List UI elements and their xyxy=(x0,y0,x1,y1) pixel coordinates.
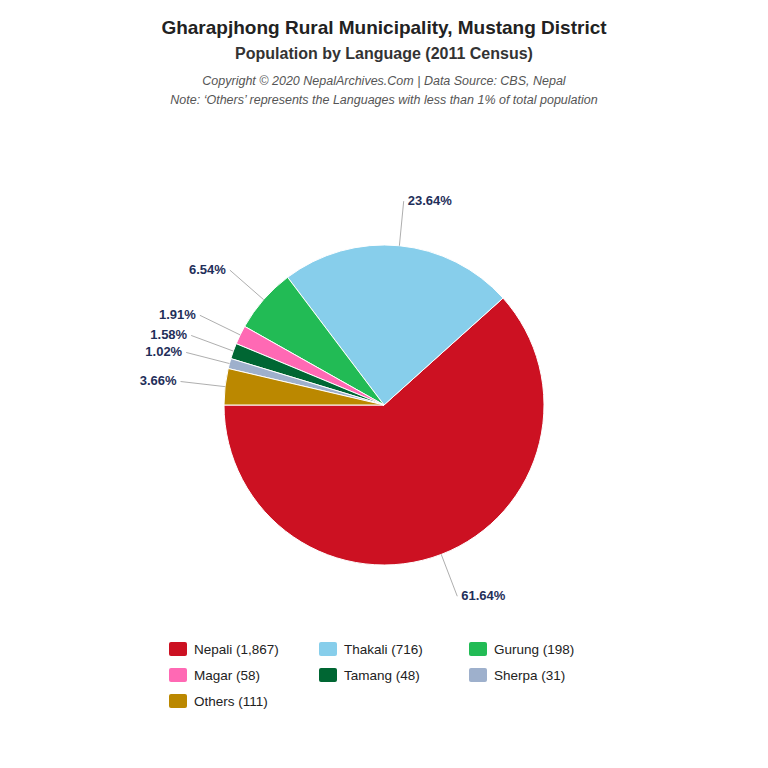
leader-line xyxy=(186,352,229,363)
leader-line xyxy=(200,315,240,335)
legend-label: Magar (58) xyxy=(194,668,260,683)
leader-line xyxy=(230,270,264,300)
pie-slice xyxy=(224,369,384,405)
leader-line xyxy=(181,382,226,387)
legend-label: Thakali (716) xyxy=(344,642,423,657)
subtitle: Population by Language (2011 Census) xyxy=(235,45,533,62)
data-label: 6.54% xyxy=(189,262,226,277)
data-label: 23.64% xyxy=(408,193,453,208)
legend-label: Gurung (198) xyxy=(494,642,574,657)
legend-swatch xyxy=(169,668,187,682)
annotation: Note: ‘Others’ represents the Languages … xyxy=(170,93,597,107)
data-label: 61.64% xyxy=(461,588,506,603)
chart: Gharapjhong Rural Municipality, Mustang … xyxy=(0,0,768,768)
legend-swatch xyxy=(469,642,487,656)
data-label: 1.02% xyxy=(145,344,182,359)
data-labels: 61.64% 23.64% 6.54% 1.91% 1.58% 1.02% 3.66% xyxy=(140,193,506,603)
legend-label: Tamang (48) xyxy=(344,668,420,683)
chart-container: Gharapjhong Rural Municipality, Mustang … xyxy=(0,0,768,768)
legend-swatch xyxy=(169,642,187,656)
legend-swatch xyxy=(169,694,187,708)
legend-swatch xyxy=(319,642,337,656)
title: Gharapjhong Rural Municipality, Mustang … xyxy=(161,17,607,38)
data-label: 1.58% xyxy=(150,327,187,342)
leader-line xyxy=(399,201,403,246)
data-label: 3.66% xyxy=(140,373,177,388)
annotation: Copyright © 2020 NepalArchives.Com | Dat… xyxy=(202,74,567,88)
legend-swatch xyxy=(469,668,487,682)
legend: Nepali (1,867) Thakali (716) Gurung (198) M… xyxy=(169,642,574,709)
legend-label: Sherpa (31) xyxy=(494,668,565,683)
data-label: 1.91% xyxy=(159,307,196,322)
legend-label: Nepali (1,867) xyxy=(194,642,279,657)
legend-swatch xyxy=(319,668,337,682)
leader-line xyxy=(191,335,233,351)
pie xyxy=(224,245,544,565)
legend-label: Others (111) xyxy=(194,694,268,709)
leader-line xyxy=(441,554,457,596)
